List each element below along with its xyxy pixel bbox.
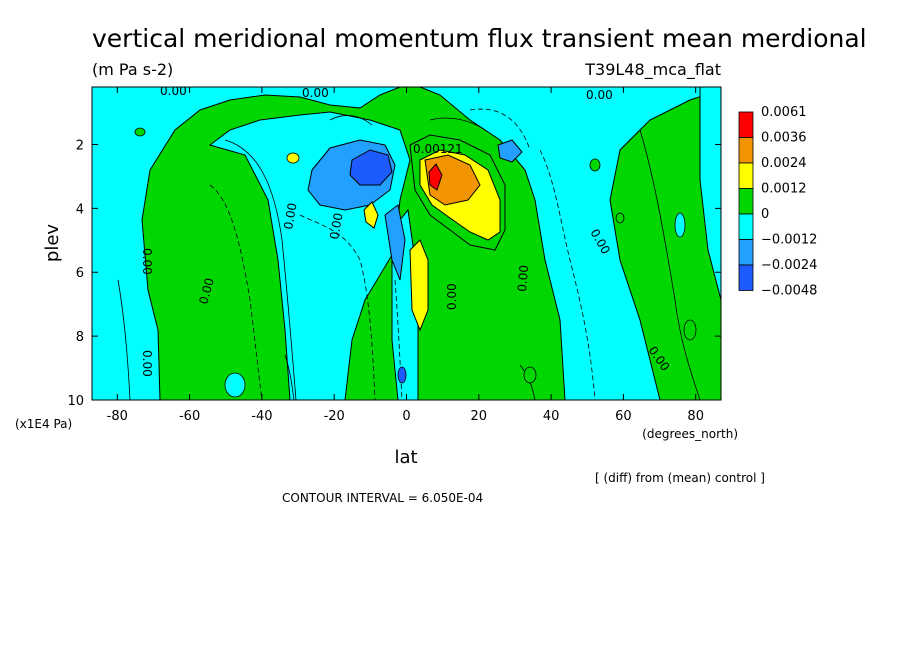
anomaly-yellow-1: [286, 152, 300, 164]
region-blue-equator: [384, 204, 406, 281]
contour-solid-4: [429, 117, 486, 131]
colorbar-label: −0.0048: [761, 284, 817, 299]
contour-label: 0.00: [281, 202, 299, 231]
contour-label: 0.00: [445, 283, 459, 310]
contour-dashed-4: [469, 108, 531, 151]
region-red-core: [428, 163, 443, 191]
y-tick-label: 2: [76, 138, 84, 153]
contour-label: 0.00: [302, 86, 329, 100]
region-yellow-equator: [409, 239, 429, 332]
plot-area: 0.00 0.00 0.00 0.00121 0.00 0.00 0.00 0.…: [92, 84, 721, 400]
y-tick-label: 10: [67, 394, 84, 409]
contour-solid-2: [639, 129, 701, 400]
contour-dashed-3: [539, 149, 596, 400]
x-tick-label: -40: [251, 409, 272, 424]
x-tick-label: -20: [324, 409, 345, 424]
anomaly-cyan-1: [224, 372, 246, 398]
contour-labels: 0.00 0.00 0.00 0.00121 0.00 0.00 0.00 0.…: [140, 84, 672, 377]
region-orange-core: [424, 154, 481, 206]
x-tick-label: 80: [687, 409, 704, 424]
colorbar-label: 0: [761, 207, 769, 222]
anomaly-green-1: [134, 127, 146, 137]
colorbar-swatch: [738, 188, 754, 215]
contour-solid-1: [224, 139, 297, 400]
x-axis-label: lat: [394, 447, 417, 468]
y-axis-units: (x1E4 Pa): [15, 417, 72, 431]
contour-solid-5: [117, 279, 131, 400]
contour-dashed-2: [209, 184, 263, 400]
colorbar-swatch: [738, 137, 754, 164]
colorbar-swatch: [738, 111, 754, 138]
diff-note: [ (diff) from (mean) control ]: [595, 471, 765, 485]
contour-label: 0.00: [140, 350, 154, 377]
colorbar-label: −0.0012: [761, 233, 817, 248]
y-tick-label: 8: [76, 330, 84, 345]
chart-title: vertical meridional momentum flux transi…: [92, 24, 867, 53]
contour-dashed-5: [394, 279, 403, 400]
y-tick-label: 6: [76, 266, 84, 281]
anomaly-green-5: [523, 366, 537, 384]
colorbar-label: 0.0024: [761, 156, 807, 171]
x-tick-label: 60: [615, 409, 632, 424]
anomaly-cyan-2: [674, 212, 686, 238]
region-blue-small-right: [497, 139, 523, 163]
x-axis-units: (degrees_north): [642, 427, 738, 441]
colorbar-label: −0.0024: [761, 258, 817, 273]
chart-subtitle: (m Pa s-2): [92, 60, 173, 79]
x-tick-label: 20: [471, 409, 488, 424]
region-blue-deep-left: [349, 149, 393, 186]
anomaly-green-2: [589, 158, 601, 172]
contour-label: 0.00121: [413, 142, 463, 156]
colorbar: 0.0061 0.0036 0.0024 0.0012 0 −0.0012 −0.0024 −…: [738, 105, 817, 299]
contour-lines: [117, 108, 701, 400]
colorbar-swatch: [738, 162, 754, 189]
y-axis: 2 4 6 8 10: [67, 138, 721, 409]
colorbar-label: 0.0061: [761, 105, 807, 120]
contour-solid-3: [329, 115, 373, 126]
anomaly-blue-1: [397, 366, 407, 384]
contour-label: 0.00: [327, 212, 345, 241]
y-axis-label: plev: [42, 224, 63, 263]
region-yellow-south: [363, 201, 379, 229]
contour-label: 0.00: [196, 276, 216, 305]
region-cyan-far-right: [699, 87, 721, 301]
x-axis: -80 -60 -40 -20 0 20 40 60 80: [107, 87, 704, 424]
region-cyan-right-upper: [419, 87, 721, 400]
contour-label: 0.00: [515, 264, 531, 292]
colorbar-swatch: [738, 239, 754, 266]
contour-solid-6: [284, 354, 295, 400]
contour-label: 0.00: [160, 84, 187, 98]
x-tick-label: -80: [107, 409, 128, 424]
colorbar-label: 0.0012: [761, 182, 807, 197]
colorbar-swatch: [738, 264, 754, 291]
x-tick-label: 40: [543, 409, 560, 424]
colorbar-label: 0.0036: [761, 131, 807, 146]
colorbar-swatch: [738, 213, 754, 240]
contour-label: 0.00: [586, 88, 613, 102]
y-tick-label: 4: [76, 202, 84, 217]
contour-interval: CONTOUR INTERVAL = 6.050E-04: [282, 491, 483, 505]
x-tick-label: 0: [402, 409, 410, 424]
anomaly-green-3: [615, 212, 625, 224]
run-label: T39L48_mca_flat: [584, 60, 721, 80]
contour-label: 0.00: [140, 248, 154, 275]
anomaly-green-4: [683, 319, 697, 341]
region-cyan-north-high-lat: [92, 87, 401, 400]
x-tick-label: -60: [179, 409, 200, 424]
